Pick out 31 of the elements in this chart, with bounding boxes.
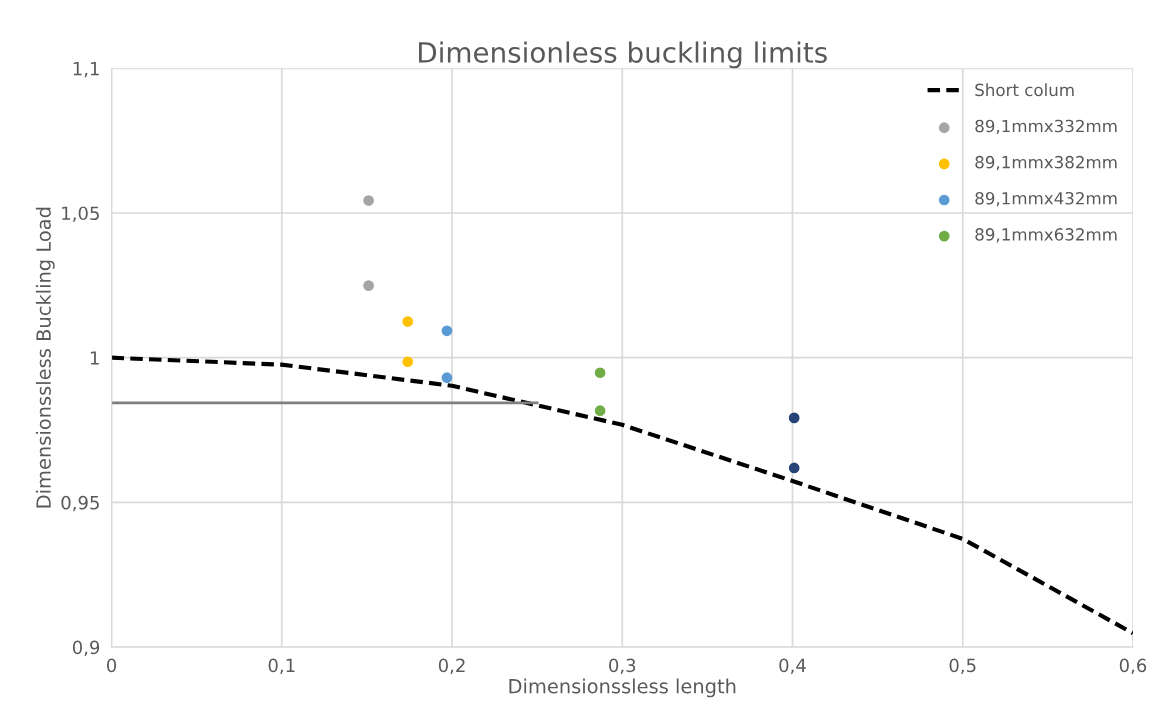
- point: [788, 412, 800, 424]
- point: [441, 325, 453, 337]
- y-tick-label: 1,05: [62, 206, 99, 222]
- point: [594, 405, 606, 417]
- legend-label: 89,1mmx432mm: [975, 191, 1117, 207]
- legend-label: 89,1mmx382mm: [975, 155, 1117, 171]
- point: [363, 280, 374, 291]
- y-tick-label: 1,1: [73, 62, 99, 78]
- point: [594, 367, 606, 379]
- x-axis-title: Dimensionssless length: [509, 678, 736, 698]
- y-tick-label: 1: [90, 351, 99, 365]
- x-tick-label: 0,2: [438, 658, 465, 675]
- point: [788, 462, 800, 474]
- point: [402, 356, 414, 368]
- x-tick-label: 0,1: [268, 658, 295, 675]
- x-tick-label: 0: [107, 658, 117, 673]
- chart-title: Dimensionless buckling limits: [419, 41, 827, 69]
- point: [441, 372, 453, 384]
- point: [363, 195, 374, 206]
- x-tick-label: 0,6: [1119, 658, 1147, 675]
- x-tick-label: 0,3: [609, 658, 636, 675]
- y-tick-label: 0,9: [72, 640, 100, 657]
- y-axis-title: Dimensionssless Buckling Load: [35, 207, 55, 508]
- point: [402, 316, 414, 327]
- legend-label: 89,1mmx632mm: [975, 228, 1117, 243]
- x-tick-label: 0,4: [779, 658, 806, 675]
- y-tick-label: 0,95: [61, 495, 99, 512]
- legend-label: Short colum: [975, 83, 1074, 97]
- x-tick-label: 0,5: [949, 658, 976, 675]
- legend-label: 89,1mmx332mm: [975, 119, 1117, 135]
- line-series: [111, 355, 1133, 636]
